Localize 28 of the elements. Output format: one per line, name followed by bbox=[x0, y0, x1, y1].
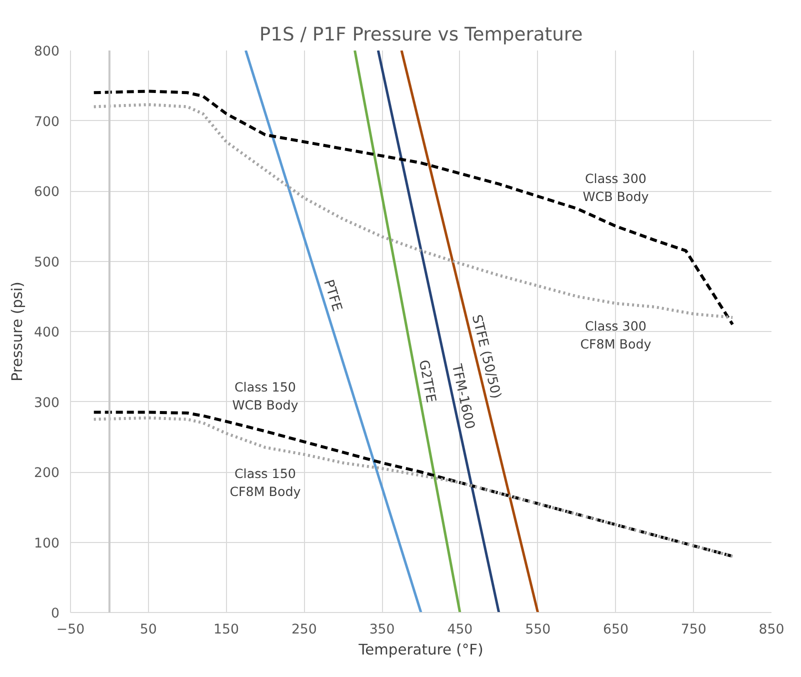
y-axis-title: Pressure (psi) bbox=[9, 282, 26, 382]
x-tick-label: 550 bbox=[525, 622, 551, 638]
y-tick-label: 400 bbox=[34, 326, 60, 340]
series-label: Class 150 CF8M Body bbox=[230, 466, 302, 500]
x-tick-label: 450 bbox=[447, 622, 473, 638]
y-tick-label: 800 bbox=[34, 44, 60, 60]
chart-title: P1S / P1F Pressure vs Temperature bbox=[259, 24, 583, 46]
x-tick-label: 350 bbox=[369, 622, 395, 638]
y-tick-label: 200 bbox=[34, 466, 60, 481]
x-tick-label: 750 bbox=[680, 622, 706, 638]
x-tick-label: 850 bbox=[758, 622, 784, 638]
series-label: Class 300 WCB Body bbox=[582, 170, 650, 204]
y-tick-label: 0 bbox=[51, 606, 60, 622]
x-tick-label: −50 bbox=[56, 622, 85, 638]
text: PTFE bbox=[320, 278, 344, 314]
y-tick-label: 700 bbox=[34, 114, 60, 130]
y-tick-label: 600 bbox=[34, 185, 60, 200]
x-axis-title: Temperature (°F) bbox=[358, 642, 484, 658]
y-tick-label: 500 bbox=[34, 255, 60, 270]
x-tick-label: 50 bbox=[140, 622, 157, 638]
text: G2TFE bbox=[415, 358, 438, 404]
y-tick-label: 100 bbox=[34, 536, 60, 552]
x-tick-label: 250 bbox=[291, 622, 317, 638]
series-label: Class 150 WCB Body bbox=[232, 380, 299, 413]
x-tick-label: 650 bbox=[603, 622, 628, 638]
y-tick-label: 300 bbox=[34, 396, 60, 411]
x-tick-label: 150 bbox=[214, 622, 240, 638]
series-label: Class 300 CF8M Body bbox=[580, 318, 652, 352]
